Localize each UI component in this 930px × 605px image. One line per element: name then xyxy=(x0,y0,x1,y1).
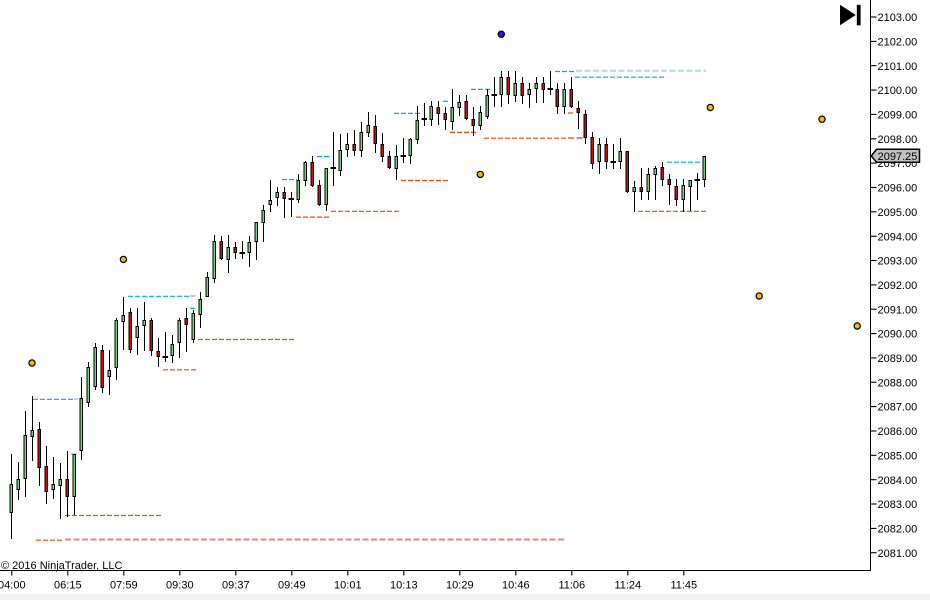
svg-text:10:29: 10:29 xyxy=(446,580,474,592)
svg-text:2087.00: 2087.00 xyxy=(878,402,918,414)
svg-text:2095.00: 2095.00 xyxy=(878,207,918,219)
svg-text:10:13: 10:13 xyxy=(390,580,418,592)
svg-text:07:59: 07:59 xyxy=(110,580,138,592)
svg-text:06:15: 06:15 xyxy=(54,580,82,592)
svg-text:04:00: 04:00 xyxy=(0,580,26,592)
svg-text:2081.00: 2081.00 xyxy=(878,548,918,560)
svg-text:2084.00: 2084.00 xyxy=(878,475,918,487)
svg-text:09:49: 09:49 xyxy=(278,580,306,592)
svg-text:2093.00: 2093.00 xyxy=(878,256,918,268)
svg-text:2099.00: 2099.00 xyxy=(878,110,918,122)
svg-text:2100.00: 2100.00 xyxy=(878,85,918,97)
svg-text:2098.00: 2098.00 xyxy=(878,134,918,146)
svg-text:2101.00: 2101.00 xyxy=(878,61,918,73)
svg-text:2083.00: 2083.00 xyxy=(878,499,918,511)
svg-text:2089.00: 2089.00 xyxy=(878,353,918,365)
svg-text:2096.00: 2096.00 xyxy=(878,183,918,195)
svg-text:10:01: 10:01 xyxy=(334,580,362,592)
svg-text:2102.00: 2102.00 xyxy=(878,37,918,49)
svg-text:2090.00: 2090.00 xyxy=(878,329,918,341)
svg-text:2091.00: 2091.00 xyxy=(878,304,918,316)
svg-text:2092.00: 2092.00 xyxy=(878,280,918,292)
svg-text:2097.25: 2097.25 xyxy=(878,151,918,163)
svg-text:10:46: 10:46 xyxy=(502,580,530,592)
svg-text:2086.00: 2086.00 xyxy=(878,426,918,438)
svg-text:2103.00: 2103.00 xyxy=(878,12,918,24)
svg-text:2088.00: 2088.00 xyxy=(878,377,918,389)
svg-text:2082.00: 2082.00 xyxy=(878,524,918,536)
svg-text:2094.00: 2094.00 xyxy=(878,231,918,243)
svg-text:2085.00: 2085.00 xyxy=(878,450,918,462)
svg-text:11:45: 11:45 xyxy=(670,580,697,592)
svg-text:09:37: 09:37 xyxy=(222,580,250,592)
svg-text:11:06: 11:06 xyxy=(558,580,585,592)
svg-text:09:30: 09:30 xyxy=(166,580,194,592)
svg-text:© 2016 NinjaTrader, LLC: © 2016 NinjaTrader, LLC xyxy=(1,560,122,572)
svg-text:11:24: 11:24 xyxy=(614,580,641,592)
